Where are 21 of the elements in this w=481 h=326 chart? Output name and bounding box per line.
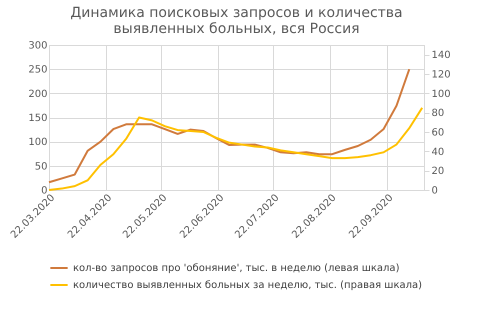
y-tick-label: 300 [28,40,48,52]
line-series [48,106,424,191]
y2-tick-label: 80 [432,108,444,120]
y2-tick-label: 100 [432,88,451,100]
y-tick-label: 150 [28,113,48,124]
y2-tick-label: 140 [432,50,451,62]
line-series [48,68,410,184]
y-tick-label: 50 [34,161,48,172]
text: Динамика поисковых запросов и количества [70,5,403,21]
y-tick-label: 250 [28,64,48,76]
y2-tick-label: 0 [432,186,438,196]
text: выявленных больных, вся Россия [113,21,360,37]
y-tick-label: 200 [28,88,48,100]
y-tick-label: 100 [28,137,48,148]
y2-tick-label: 40 [432,146,444,158]
y-tick-label: 0 [41,186,48,196]
y2-tick-label: 60 [432,128,444,138]
y2-tick-label: 20 [432,166,444,178]
legend-label: количество выявленных больных за неделю, тыс. (правая шкала) [73,280,422,291]
y2-tick-label: 120 [432,70,451,80]
legend-label: кол-во запросов про 'обоняние', тыс. в неделю (левая шкала) [73,263,400,274]
